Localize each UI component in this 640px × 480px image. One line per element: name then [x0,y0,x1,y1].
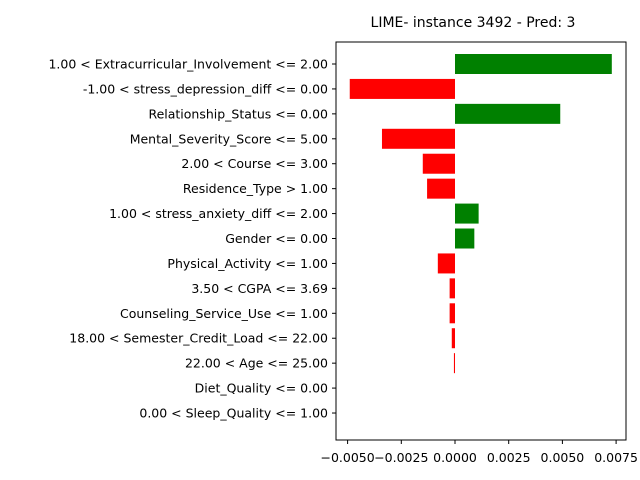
bar [455,54,612,74]
x-tick-label: 0.0025 [487,450,531,465]
bar [453,353,455,374]
bars-group [349,54,612,374]
y-tick-label: Residence_Type > 1.00 [183,181,328,196]
bar [455,103,561,124]
y-tick-label: 0.00 < Sleep_Quality <= 1.00 [139,406,328,421]
bar [449,278,455,299]
plot-frame [335,41,627,441]
x-tick-label: −0.0025 [374,450,428,465]
y-tick-label: 3.50 < CGPA <= 3.69 [191,281,328,296]
y-tick-label: Physical_Activity <= 1.00 [167,256,328,271]
x-tick-label: 0.0075 [594,450,638,465]
y-tick-label: 1.00 < Extracurricular_Involvement <= 2.… [48,57,328,72]
y-tick-label: Relationship_Status <= 0.00 [148,106,328,121]
y-tick-label: Gender <= 0.00 [225,231,328,246]
y-tick-label: Diet_Quality <= 0.00 [195,381,328,396]
x-ticks-group: −0.0050 −0.0025 0.0000 0.0025 0.0050 0.0075 [320,440,638,465]
y-tick-label: Mental_Severity_Score <= 5.00 [130,131,328,146]
bar [381,128,455,149]
y-tick-label: Counseling_Service_Use <= 1.00 [120,306,328,321]
bar [437,253,455,274]
y-tick-label: 1.00 < stress_anxiety_diff <= 2.00 [109,206,328,221]
y-tick-label: 22.00 < Age <= 25.00 [185,356,328,371]
bar [449,303,455,324]
bar [349,78,455,99]
bar [422,153,455,174]
y-tick-label: 18.00 < Semester_Credit_Load <= 22.00 [69,331,328,346]
y-tick-label: 2.00 < Course <= 3.00 [181,156,328,171]
bar [451,328,455,349]
y-tick-label: -1.00 < stress_depression_diff <= 0.00 [83,81,328,96]
bar [455,228,475,249]
bar [427,178,455,199]
bar [455,203,479,224]
chart-title: LIME- instance 3492 - Pred: 3 [371,15,576,31]
x-tick-label: 0.0050 [541,450,585,465]
x-tick-label: 0.0000 [433,450,477,465]
x-tick-label: −0.0050 [320,450,374,465]
y-tick-labels: 1.00 < Extracurricular_Involvement <= 2.… [48,57,336,421]
